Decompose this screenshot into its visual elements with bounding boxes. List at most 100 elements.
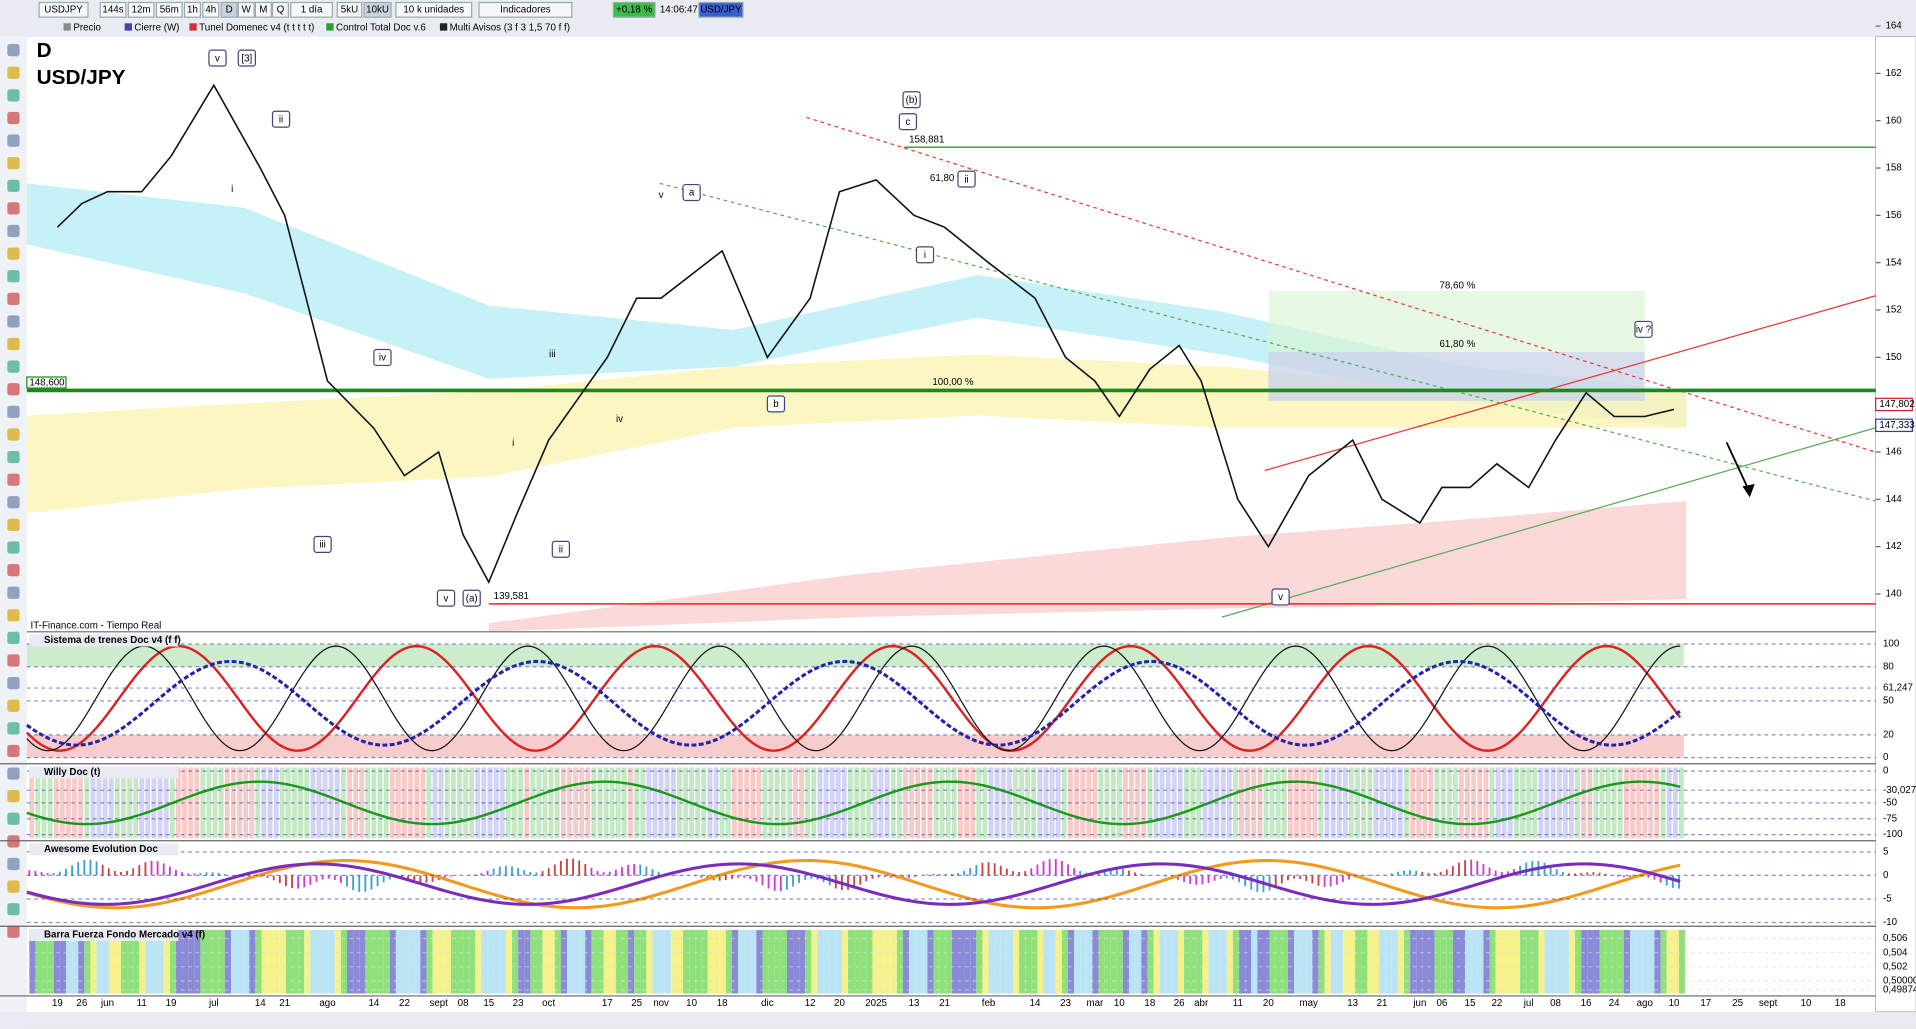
tool-icon[interactable] (7, 66, 20, 79)
button-label[interactable]: +0,18 % (616, 4, 652, 15)
force-bar (212, 929, 219, 994)
tool-icon[interactable] (7, 89, 20, 102)
button[interactable] (698, 1, 744, 18)
wave-label: iii (549, 349, 556, 360)
tool-icon[interactable] (7, 518, 20, 531)
tool-icon[interactable] (7, 609, 20, 622)
x-tick-label: jul (1523, 998, 1534, 1009)
button[interactable] (395, 1, 473, 18)
tool-icon[interactable] (7, 744, 20, 758)
tool-icon[interactable] (7, 903, 20, 916)
tool-icon[interactable] (7, 292, 20, 305)
tool-icon[interactable] (7, 586, 20, 599)
tool-icon[interactable] (7, 473, 20, 486)
tool-icon[interactable] (7, 224, 20, 238)
button-label[interactable]: 5kU (341, 4, 358, 15)
tool-icon[interactable] (7, 563, 20, 577)
button[interactable] (290, 1, 333, 18)
tool-icon[interactable] (7, 270, 20, 283)
tool-icon[interactable] (7, 631, 20, 645)
button[interactable] (183, 1, 202, 18)
legend-item[interactable]: Tunel Domenec v4 (t t t t t) (199, 23, 314, 34)
tool-icon[interactable] (7, 360, 20, 373)
button-label[interactable]: W (242, 4, 252, 15)
force-bar (1501, 929, 1508, 994)
indicator-line (26, 862, 1681, 906)
tool-icon[interactable] (7, 157, 20, 170)
button-label[interactable]: USDJPY (44, 4, 83, 15)
force-bar (676, 929, 684, 994)
button[interactable] (99, 1, 127, 18)
tool-icon[interactable] (7, 767, 20, 780)
legend-swatch (124, 23, 132, 31)
button-label[interactable]: 144s (102, 4, 123, 15)
tool-icon[interactable] (7, 405, 20, 418)
button-label[interactable]: 56m (160, 4, 179, 15)
button-label[interactable]: USD/JPY (700, 4, 742, 15)
tool-icon[interactable] (7, 315, 20, 328)
button[interactable] (220, 1, 238, 18)
force-bar (585, 929, 592, 994)
signal-stripe (35, 767, 41, 839)
force-bar (450, 929, 458, 994)
tool-icon[interactable] (7, 44, 20, 57)
legend-item[interactable]: Precio (73, 23, 101, 34)
button[interactable] (363, 1, 392, 18)
tool-icon[interactable] (7, 699, 20, 712)
button-label[interactable]: 10 k unidades (403, 4, 464, 15)
tool-icon[interactable] (7, 247, 20, 260)
tool-icon[interactable] (7, 179, 20, 192)
force-bar (127, 929, 134, 994)
tool-icon[interactable] (7, 790, 20, 803)
button-label[interactable]: Indicadores (500, 4, 551, 15)
force-bar (1513, 929, 1521, 994)
force-bar (1025, 929, 1032, 994)
tool-icon[interactable] (7, 383, 20, 396)
button[interactable] (612, 1, 656, 18)
tool-icon[interactable] (7, 134, 20, 147)
button-label[interactable]: 4h (205, 4, 216, 15)
tool-icon[interactable] (7, 857, 20, 871)
force-bar (1190, 929, 1197, 994)
button-label[interactable]: 1 día (301, 4, 323, 15)
button-label[interactable]: 10kU (366, 4, 389, 15)
signal-stripe (1306, 767, 1312, 839)
button[interactable] (254, 1, 272, 18)
button[interactable] (202, 1, 220, 18)
tool-icon[interactable] (7, 880, 20, 893)
button[interactable] (127, 1, 155, 18)
button[interactable] (271, 1, 289, 18)
tool-icon[interactable] (7, 428, 20, 441)
tool-icon[interactable] (7, 925, 20, 938)
tool-icon[interactable] (7, 541, 20, 554)
button[interactable] (478, 1, 573, 18)
tool-icon[interactable] (7, 337, 20, 351)
legend-item[interactable]: Multi Avisos (3 f 3 1,5 70 f f) (450, 23, 570, 34)
force-bar (1636, 929, 1643, 994)
tool-icon[interactable] (7, 812, 20, 825)
button-label[interactable]: 12m (132, 4, 151, 15)
tool-icon[interactable] (7, 450, 20, 464)
x-tick-label: 22 (1491, 998, 1502, 1009)
button-label[interactable]: Q (277, 4, 285, 15)
signal-stripe (1055, 767, 1061, 839)
legend-item[interactable]: Control Total Doc v.6 (336, 23, 426, 34)
tool-icon[interactable] (7, 722, 20, 735)
force-bar (1532, 929, 1539, 994)
legend-item[interactable]: Cierre (W) (134, 23, 179, 34)
button[interactable] (237, 1, 255, 18)
tool-icon[interactable] (7, 496, 20, 509)
button[interactable] (38, 1, 89, 18)
button-label[interactable]: D (226, 4, 233, 15)
force-bar (316, 929, 323, 994)
tool-icon[interactable] (7, 111, 20, 125)
tool-icon[interactable] (7, 202, 20, 215)
button-label[interactable]: 1h (187, 4, 198, 15)
signal-stripe (841, 767, 847, 839)
tool-icon[interactable] (7, 677, 20, 690)
button[interactable] (155, 1, 183, 18)
tool-icon[interactable] (7, 654, 20, 667)
button-label[interactable]: M (259, 4, 267, 15)
signal-stripe (353, 767, 359, 839)
button[interactable] (336, 1, 363, 18)
